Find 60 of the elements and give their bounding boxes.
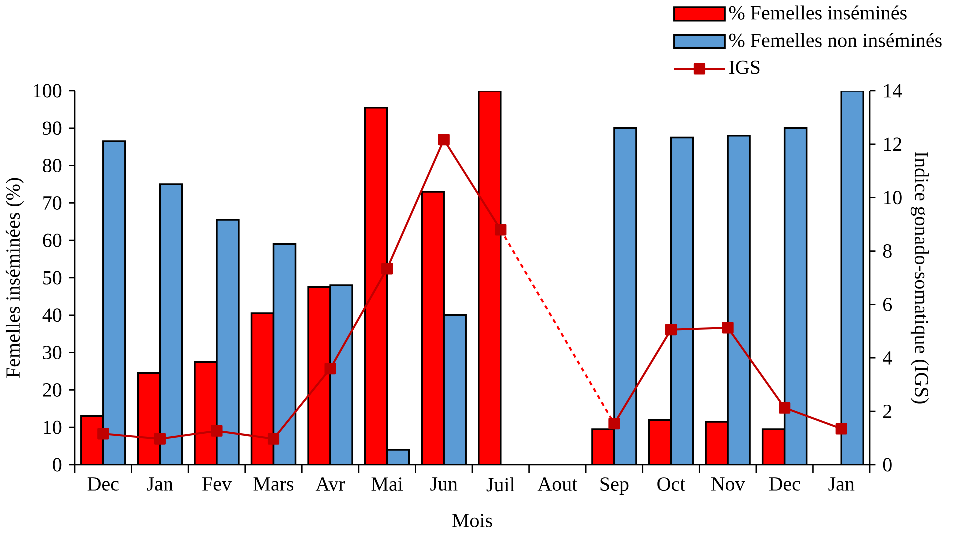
- y2-axis-title: Indice gonado-somatique (IGS): [910, 152, 930, 404]
- y-tick-label: 100: [34, 84, 62, 98]
- x-tick-label: Juil: [486, 478, 515, 492]
- point: [608, 418, 620, 430]
- point: [211, 425, 223, 437]
- point: [98, 428, 110, 440]
- y-tick-label: 10: [44, 420, 62, 434]
- y2-tick-label: 12: [884, 138, 902, 152]
- bar: [159, 184, 184, 465]
- bar: [840, 90, 864, 465]
- bar: [421, 191, 445, 465]
- x-tick-label: Sep: [600, 478, 629, 496]
- point: [779, 402, 791, 414]
- point: [722, 322, 734, 334]
- x-tick-label: Aout: [538, 478, 578, 492]
- y-tick-label: 40: [42, 308, 62, 322]
- y2-tick-label: 0: [883, 458, 892, 472]
- y-tick-label: 90: [43, 122, 62, 136]
- y-tick-label: 20: [43, 383, 62, 397]
- legend-label: % Femelles inséminés: [729, 6, 907, 20]
- y-axis-title: Femelles inséminées (%): [6, 178, 24, 378]
- legend-label: % Femelles non inséminés: [729, 33, 942, 48]
- point: [154, 433, 166, 445]
- y-tick-label: 50: [44, 271, 62, 285]
- x-tick-label: Mai: [372, 478, 404, 492]
- y-tick-label: 60: [43, 234, 62, 248]
- point: [665, 324, 678, 336]
- y2-tick-label: 2: [884, 404, 892, 418]
- x-tick-label: Jun: [430, 478, 458, 491]
- point: [438, 134, 450, 146]
- legend-label: IGS: [729, 60, 760, 74]
- x-tick-label: Dec: [769, 478, 800, 491]
- y2-tick-label: 10: [884, 191, 902, 205]
- x-tick-label: Jan: [828, 478, 855, 491]
- y-tick-label: 70: [44, 196, 62, 210]
- point: [495, 224, 507, 236]
- y2-tick-label: 14: [884, 84, 902, 98]
- bar: [272, 243, 297, 465]
- x-tick-label: Nov: [711, 478, 746, 491]
- y2-tick-label: 4: [883, 352, 892, 365]
- point: [324, 363, 336, 375]
- y2-tick-label: 6: [883, 298, 892, 312]
- x-tick-label: Jan: [147, 478, 174, 491]
- point: [268, 433, 280, 445]
- x-tick-label: Dec: [88, 478, 119, 491]
- y2-tick-label: 8: [883, 244, 892, 258]
- x-tick-label: Oct: [658, 478, 686, 492]
- bar: [670, 136, 694, 465]
- bar: [443, 314, 467, 465]
- x-tick-label: Fev: [202, 478, 232, 491]
- point: [382, 263, 394, 275]
- bar: [364, 106, 388, 465]
- x-axis-title: Mois: [452, 514, 492, 528]
- x-tick-label: Mars: [254, 478, 294, 491]
- point: [836, 423, 848, 435]
- y-tick-label: 0: [53, 458, 62, 472]
- y-tick-label: 30: [43, 346, 62, 360]
- bar: [784, 128, 808, 465]
- y-tick-label: 80: [43, 159, 62, 173]
- x-tick-label: Avr: [316, 478, 346, 492]
